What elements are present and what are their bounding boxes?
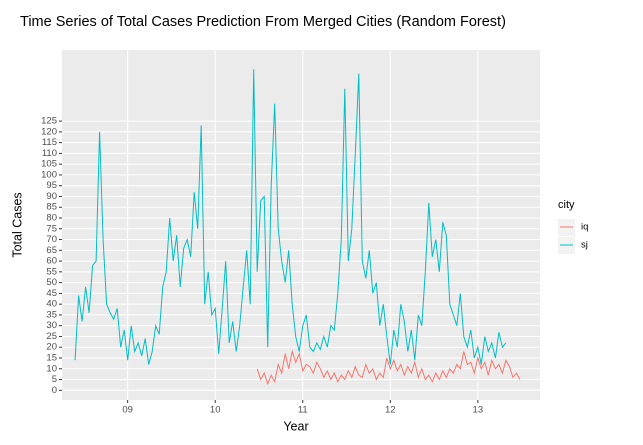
legend-label: sj bbox=[581, 240, 588, 251]
x-axis-title: Year bbox=[283, 419, 308, 433]
y-tick-label: 10 bbox=[46, 363, 57, 374]
y-tick-label: 35 bbox=[46, 309, 57, 320]
y-tick-label: 25 bbox=[46, 331, 57, 342]
legend-title: city bbox=[558, 199, 575, 211]
y-tick-label: 5 bbox=[52, 374, 57, 385]
x-tick-label: 09 bbox=[122, 405, 133, 416]
x-tick-label: 13 bbox=[473, 405, 484, 416]
y-tick-label: 70 bbox=[46, 234, 57, 245]
y-tick-label: 40 bbox=[46, 299, 57, 310]
y-tick-label: 120 bbox=[41, 126, 57, 137]
y-tick-label: 100 bbox=[41, 169, 57, 180]
y-tick-label: 85 bbox=[46, 202, 57, 213]
y-tick-label: 115 bbox=[42, 137, 57, 148]
y-tick-label: 45 bbox=[46, 288, 57, 299]
y-tick-label: 80 bbox=[46, 213, 57, 224]
x-tick-label: 11 bbox=[298, 405, 308, 416]
x-tick-label: 10 bbox=[210, 405, 221, 416]
y-tick-label: 30 bbox=[46, 320, 57, 331]
series-line bbox=[74, 69, 507, 365]
y-tick-label: 50 bbox=[46, 277, 57, 288]
legend-label: iq bbox=[581, 222, 588, 233]
y-tick-label: 20 bbox=[46, 342, 57, 353]
y-tick-label: 90 bbox=[46, 191, 57, 202]
y-tick-label: 75 bbox=[46, 223, 57, 234]
y-tick-label: 105 bbox=[41, 159, 57, 170]
y-tick-label: 0 bbox=[52, 385, 57, 396]
y-tick-label: 65 bbox=[46, 245, 57, 256]
y-tick-label: 55 bbox=[46, 266, 57, 277]
y-axis-title: Total Cases bbox=[10, 192, 24, 257]
series-line bbox=[256, 349, 521, 386]
y-tick-label: 15 bbox=[46, 353, 57, 364]
y-tick-label: 60 bbox=[46, 256, 57, 267]
y-tick-label: 125 bbox=[41, 116, 57, 127]
y-tick-label: 95 bbox=[46, 180, 57, 191]
x-tick-label: 12 bbox=[385, 405, 396, 416]
y-tick-label: 110 bbox=[42, 148, 57, 159]
chart-title: Time Series of Total Cases Prediction Fr… bbox=[20, 14, 506, 30]
